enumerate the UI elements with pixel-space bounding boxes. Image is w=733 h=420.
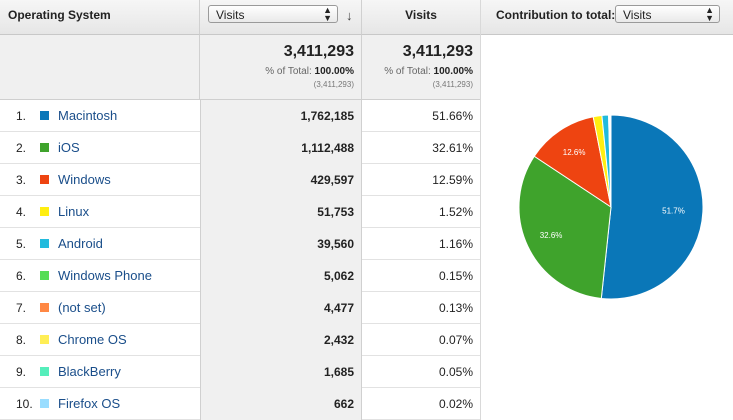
series-swatch	[40, 367, 49, 376]
table-row: 7. (not set) 4,477 0.13%	[0, 292, 480, 324]
visits-percent: 1.52%	[438, 205, 473, 219]
series-swatch	[40, 303, 49, 312]
os-link[interactable]: Android	[58, 236, 103, 251]
select-arrows-icon: ▲ ▼	[705, 5, 714, 23]
table-row: 4. Linux 51,753 1.52%	[0, 196, 480, 228]
visits-percent: 12.59%	[432, 173, 473, 187]
visits-percent: 0.02%	[438, 397, 473, 411]
visits-value: 429,597	[200, 164, 362, 196]
row-index: 5.	[16, 237, 27, 251]
table-row: 8. Chrome OS 2,432 0.07%	[0, 324, 480, 356]
row-index: 9.	[16, 365, 27, 379]
visits-value: 1,112,488	[200, 132, 362, 164]
visits-value: 1,685	[200, 356, 362, 388]
pie-slice-label: 32.6%	[540, 231, 563, 240]
os-link[interactable]: Macintosh	[58, 108, 118, 123]
pie-chart: 51.7% 32.6% 12.6%	[518, 114, 704, 300]
metric-select-value: Visits	[216, 8, 245, 22]
totals-metric-cell: 3,411,293 % of Total: 100.00% (3,411,293…	[200, 35, 362, 100]
table-row: 2. iOS 1,112,488 32.61%	[0, 132, 480, 164]
os-column-label: Operating System	[8, 8, 111, 22]
series-swatch	[40, 143, 49, 152]
visits-percent: 51.66%	[432, 109, 473, 123]
series-swatch	[40, 399, 49, 408]
row-index: 7.	[16, 301, 27, 315]
select-arrows-icon: ▲ ▼	[323, 5, 332, 23]
series-swatch	[40, 239, 49, 248]
contribution-select[interactable]: Visits ▲ ▼	[615, 5, 720, 23]
visits-value: 39,560	[200, 228, 362, 260]
total-absolute: (3,411,293)	[313, 80, 354, 89]
total-visits: 3,411,293	[402, 43, 473, 60]
os-column-header[interactable]: Operating System	[0, 0, 200, 35]
os-link[interactable]: BlackBerry	[58, 364, 121, 379]
pie-slice-label: 12.6%	[563, 148, 586, 157]
table-row: 1. Macintosh 1,762,185 51.66%	[0, 100, 480, 132]
visits-value: 51,753	[200, 196, 362, 228]
table-row: 6. Windows Phone 5,062 0.15%	[0, 260, 480, 292]
visits-percent: 0.15%	[438, 269, 473, 283]
visits-percent: 1.16%	[438, 237, 473, 251]
total-percent: % of Total: 100.00%	[384, 66, 473, 77]
os-table: Operating System Visits ▲ ▼ ↓ Visits 3,41…	[0, 0, 480, 420]
series-swatch	[40, 335, 49, 344]
total-absolute: (3,411,293)	[432, 80, 473, 89]
contribution-label: Contribution to total:	[496, 8, 616, 22]
visits-value: 2,432	[200, 324, 362, 356]
os-link[interactable]: Windows Phone	[58, 268, 152, 283]
visits-column-header[interactable]: Visits	[362, 0, 480, 35]
row-index: 3.	[16, 173, 27, 187]
contribution-select-value: Visits	[623, 8, 652, 22]
table-row: 9. BlackBerry 1,685 0.05%	[0, 356, 480, 388]
os-link[interactable]: (not set)	[58, 300, 106, 315]
totals-label-cell	[0, 35, 200, 100]
pie-slice-label: 51.7%	[662, 206, 685, 215]
pie-panel: Contribution to total: Visits ▲ ▼ 51.7% 32…	[480, 0, 733, 420]
os-link[interactable]: iOS	[58, 140, 80, 155]
row-index: 6.	[16, 269, 27, 283]
metric-select[interactable]: Visits ▲ ▼	[208, 5, 338, 23]
series-swatch	[40, 111, 49, 120]
contribution-header: Contribution to total: Visits ▲ ▼	[481, 0, 733, 35]
visits-percent: 0.13%	[438, 301, 473, 315]
os-link[interactable]: Firefox OS	[58, 396, 121, 411]
row-index: 4.	[16, 205, 27, 219]
row-index: 10.	[16, 397, 33, 411]
pie-slice-macintosh[interactable]	[600, 114, 704, 300]
total-percent: % of Total: 100.00%	[265, 66, 354, 77]
os-link[interactable]: Chrome OS	[58, 332, 127, 347]
totals-visits-cell: 3,411,293 % of Total: 100.00% (3,411,293…	[362, 35, 480, 100]
total-visits: 3,411,293	[283, 43, 354, 60]
series-swatch	[40, 175, 49, 184]
table-row: 5. Android 39,560 1.16%	[0, 228, 480, 260]
visits-column-label: Visits	[405, 8, 437, 22]
row-index: 8.	[16, 333, 27, 347]
metric-column-header: Visits ▲ ▼ ↓	[200, 0, 362, 35]
visits-percent: 32.61%	[432, 141, 473, 155]
visits-value: 5,062	[200, 260, 362, 292]
sort-descending-icon[interactable]: ↓	[346, 8, 353, 23]
row-index: 1.	[16, 109, 27, 123]
os-link[interactable]: Windows	[58, 172, 111, 187]
table-row: 3. Windows 429,597 12.59%	[0, 164, 480, 196]
visits-percent: 0.07%	[438, 333, 473, 347]
pie-slice-windows[interactable]	[533, 116, 612, 209]
visits-value: 1,762,185	[200, 100, 362, 132]
series-swatch	[40, 271, 49, 280]
series-swatch	[40, 207, 49, 216]
table-row: 10. Firefox OS 662 0.02%	[0, 388, 480, 420]
visits-value: 662	[200, 388, 362, 420]
visits-percent: 0.05%	[438, 365, 473, 379]
os-link[interactable]: Linux	[58, 204, 90, 219]
visits-value: 4,477	[200, 292, 362, 324]
row-index: 2.	[16, 141, 27, 155]
